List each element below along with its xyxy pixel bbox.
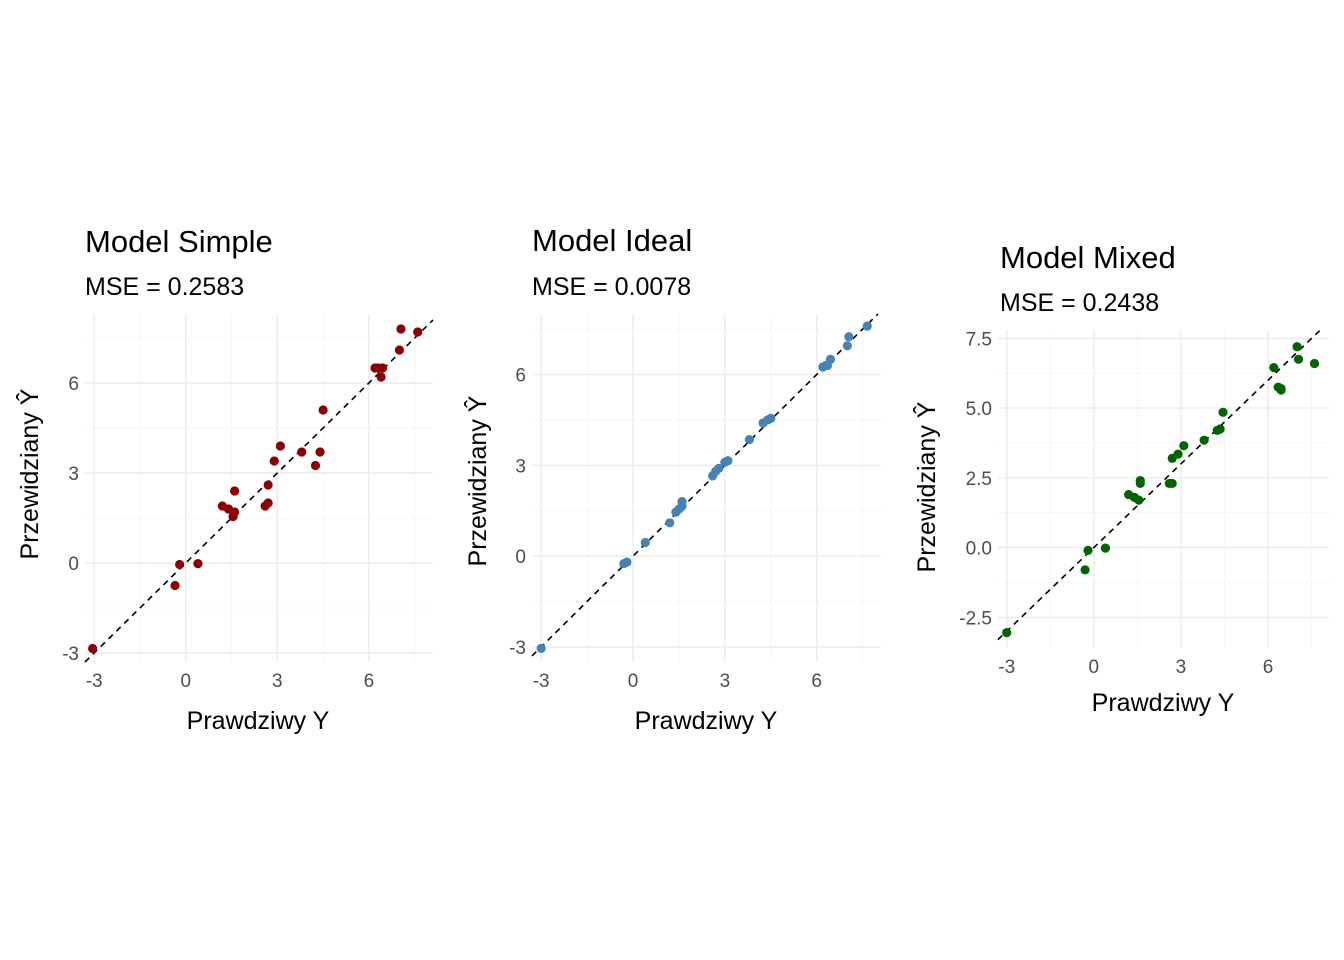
data-point — [766, 413, 776, 423]
data-point — [714, 463, 724, 473]
data-point — [1293, 354, 1304, 364]
panel-model-simple: Model Simple MSE = 0.2583 Prawdziwy Y Pr… — [15, 224, 434, 735]
data-point — [744, 434, 754, 445]
x-tick-label: 0 — [1089, 657, 1100, 678]
data-point — [318, 405, 328, 415]
y-axis-title: Przewidziany Ŷ — [912, 401, 941, 572]
panel-subtitle: MSE = 0.2583 — [85, 273, 244, 301]
x-tick-label: -3 — [533, 671, 550, 692]
data-point — [376, 372, 386, 382]
y-axis-title: Przewidziany Ŷ — [463, 395, 492, 566]
data-point — [1134, 495, 1144, 505]
data-point — [1179, 441, 1189, 451]
data-point — [1309, 358, 1320, 369]
data-point — [1002, 628, 1012, 638]
data-point — [269, 456, 279, 466]
data-point — [677, 497, 687, 507]
data-point — [170, 580, 180, 591]
data-point — [844, 332, 854, 342]
x-axis-title: Prawdziwy Y — [635, 707, 778, 735]
data-point — [175, 559, 185, 570]
panel-title: Model Simple — [85, 224, 273, 259]
data-point — [263, 498, 273, 508]
x-tick-label: 3 — [272, 671, 283, 692]
data-point — [1080, 565, 1090, 575]
plot-area: -3 0 3 6 -2.5 0.0 2.5 5.0 7.5 — [959, 329, 1329, 678]
data-point — [413, 327, 423, 337]
data-point — [622, 557, 632, 567]
data-point — [1292, 342, 1302, 352]
y-tick-label: 0.0 — [966, 539, 992, 560]
x-tick-label: 0 — [628, 671, 639, 692]
data-point — [275, 441, 285, 451]
data-point — [310, 460, 321, 471]
data-point — [842, 341, 852, 351]
y-tick-label: 3 — [515, 456, 526, 477]
data-point — [1199, 435, 1209, 445]
data-point — [1173, 449, 1183, 459]
x-tick-label: 6 — [1263, 657, 1274, 678]
identity-reference-line — [997, 329, 1321, 641]
data-point — [297, 447, 307, 457]
x-tick-label: 6 — [811, 671, 822, 692]
data-point — [88, 643, 98, 654]
x-tick-label: 6 — [364, 671, 375, 692]
y-tick-label: -2.5 — [959, 608, 992, 629]
y-tick-label: 0 — [68, 554, 79, 575]
y-tick-label: 2.5 — [966, 469, 992, 490]
y-axis-title: Przewidziany Ŷ — [15, 388, 44, 559]
data-point — [263, 480, 273, 490]
x-tick-label: 3 — [1176, 657, 1187, 678]
data-point — [1218, 407, 1228, 417]
y-tick-label: 5.0 — [966, 399, 992, 420]
data-point — [378, 363, 388, 373]
data-point — [723, 456, 733, 466]
data-point — [1276, 383, 1286, 394]
x-tick-label: -3 — [86, 671, 103, 692]
data-point — [1135, 476, 1145, 486]
x-axis-title: Prawdziwy Y — [187, 707, 330, 735]
data-point — [229, 507, 240, 517]
data-point — [1215, 424, 1225, 434]
identity-reference-line — [84, 319, 434, 663]
data-point — [536, 643, 546, 653]
y-tick-label: 0 — [515, 547, 526, 568]
plot-area: -3 0 3 6 -3 0 3 6 — [509, 313, 881, 692]
data-point — [396, 324, 406, 334]
data-point — [229, 486, 240, 496]
panel-subtitle: MSE = 0.0078 — [532, 273, 691, 301]
identity-reference-line — [531, 313, 879, 657]
data-point — [193, 559, 203, 569]
data-point — [1269, 363, 1279, 373]
panel-title: Model Ideal — [532, 223, 692, 258]
data-point — [1167, 478, 1177, 489]
panel-subtitle: MSE = 0.2438 — [1000, 289, 1159, 317]
panel-title: Model Mixed — [1000, 240, 1176, 275]
panel-model-ideal: Model Ideal MSE = 0.0078 Prawdziwy Y Prz… — [463, 223, 881, 735]
x-tick-label: 3 — [720, 671, 731, 692]
plot-area: -3 0 3 6 -3 0 3 6 — [62, 314, 434, 692]
data-point — [665, 518, 675, 528]
data-point — [862, 321, 872, 331]
y-tick-label: 6 — [515, 366, 526, 387]
x-axis-title: Prawdziwy Y — [1092, 689, 1235, 717]
x-tick-label: -3 — [998, 657, 1015, 678]
y-tick-label: -3 — [62, 644, 79, 665]
data-point — [640, 537, 650, 548]
panel-model-mixed: Model Mixed MSE = 0.2438 Prawdziwy Y Prz… — [912, 240, 1329, 717]
y-tick-label: -3 — [509, 638, 526, 659]
data-point — [1100, 543, 1111, 553]
data-point — [1083, 545, 1093, 555]
x-tick-label: 0 — [180, 671, 191, 692]
data-point — [315, 447, 325, 457]
y-tick-label: 7.5 — [966, 329, 992, 350]
y-tick-label: 3 — [68, 464, 79, 485]
y-tick-label: 6 — [68, 374, 79, 395]
data-point — [825, 354, 836, 364]
data-point — [394, 345, 405, 355]
